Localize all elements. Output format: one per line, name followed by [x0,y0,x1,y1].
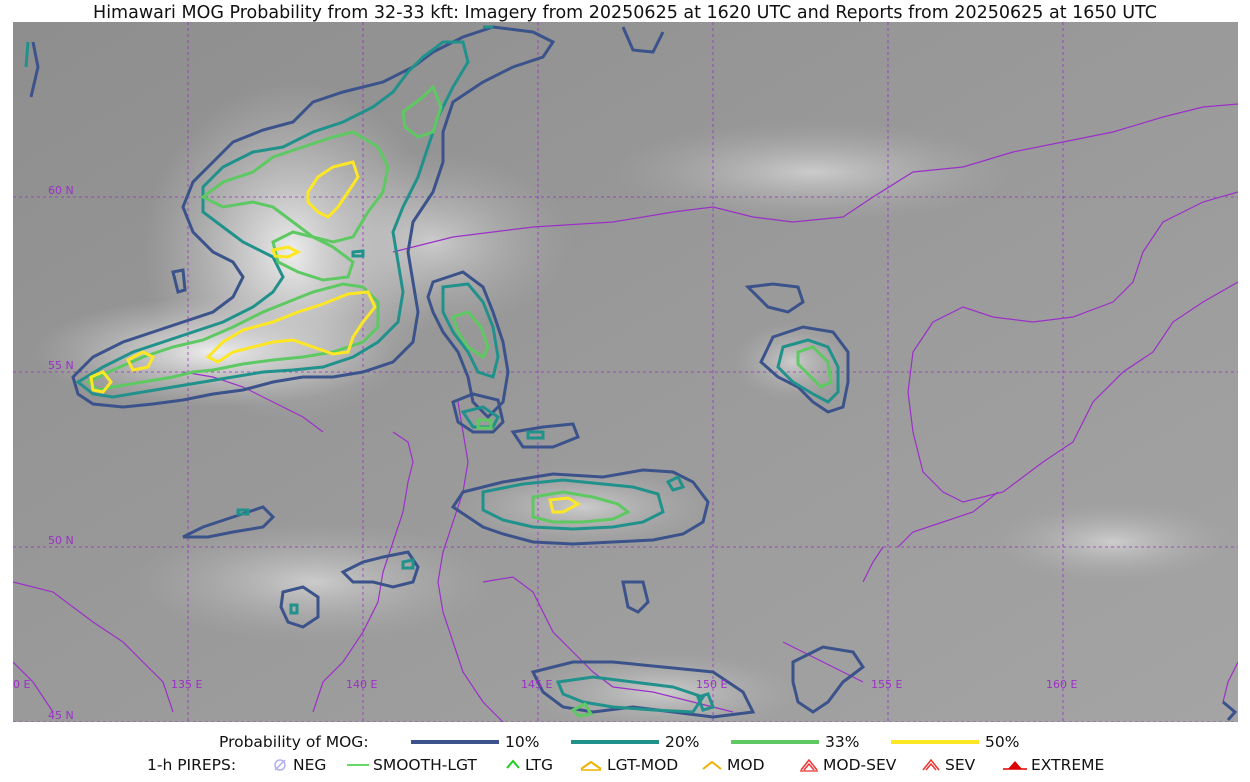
legend-swatch-33 [731,740,819,744]
lat-label-55n: 55 N [48,359,74,372]
legend-label-lgt-mod: LGT-MOD [607,756,679,774]
legend-label-ltg: LTG [525,756,553,774]
mod-icon [702,760,722,770]
legend-label-mod: MOD [727,756,765,774]
figure-title: Himawari MOG Probability from 32-33 kft:… [93,3,1157,23]
lgt-mod-icon [580,760,602,771]
legend-label-mod-sev: MOD-SEV [823,756,897,774]
legend-swatch-50 [891,740,979,744]
contours-10-percent [29,25,1238,721]
lon-label-160e: 160 E [1046,678,1077,691]
legend-label-20: 20% [665,733,700,751]
lat-label-45n: 45 N [48,709,74,722]
lon-label-145e: 145 E [521,678,552,691]
legend-label-sev: SEV [945,756,976,774]
legend-label-50: 50% [985,733,1020,751]
contours-50-percent [89,160,582,514]
legend-item-mod-sev: MOD-SEV [798,756,896,774]
legend-item-mod: MOD [700,756,765,774]
legend-item-extreme: EXTREME [1002,756,1104,774]
legend-label-extreme: EXTREME [1031,756,1105,774]
legend-item-10: 10% [411,733,539,751]
smooth-lgt-icon [347,764,369,766]
sev-icon [922,758,940,771]
lon-label-155e: 155 E [871,678,902,691]
probability-legend-title: Probability of MOG: [219,733,369,751]
legend-item-smooth-lgt: SMOOTH-LGT [346,756,477,774]
satellite-map: 60 N 55 N 50 N 45 N 130 E 135 E 140 E 14… [13,22,1238,722]
legend-item-ltg: LTG [504,756,553,774]
mod-sev-icon [800,758,818,772]
contours-20-percent [24,25,840,714]
legend-item-lgt-mod: LGT-MOD [578,756,678,774]
lat-label-60n: 60 N [48,184,74,197]
contours-33-percent [85,84,833,718]
lat-label-50n: 50 N [48,534,74,547]
legend-item-neg: NEG [272,756,326,774]
lon-label-150e: 150 E [696,678,727,691]
probability-legend: Probability of MOG: 10% 20% 33% 50% [0,733,1250,753]
legend-label-smooth-lgt: SMOOTH-LGT [373,756,477,774]
legend-swatch-20 [571,740,659,744]
ltg-icon [506,759,520,769]
neg-icon [274,759,286,771]
extreme-icon [1003,761,1027,770]
legend-label-neg: NEG [293,756,327,774]
lon-label-130e: 130 E [13,678,30,691]
legend-label-10: 10% [505,733,540,751]
legend-item-33: 33% [731,733,859,751]
pirep-legend-title: 1-h PIREPS: [147,756,237,774]
legend-item-20: 20% [571,733,699,751]
lon-label-135e: 135 E [171,678,202,691]
lon-label-140e: 140 E [346,678,377,691]
legend-item-sev: SEV [920,756,975,774]
legend-label-33: 33% [825,733,860,751]
legend-swatch-10 [411,740,499,744]
legend-item-50: 50% [891,733,1019,751]
pirep-legend: 1-h PIREPS: NEG SMOOTH-LGT LTG LGT-MOD M… [0,756,1250,776]
